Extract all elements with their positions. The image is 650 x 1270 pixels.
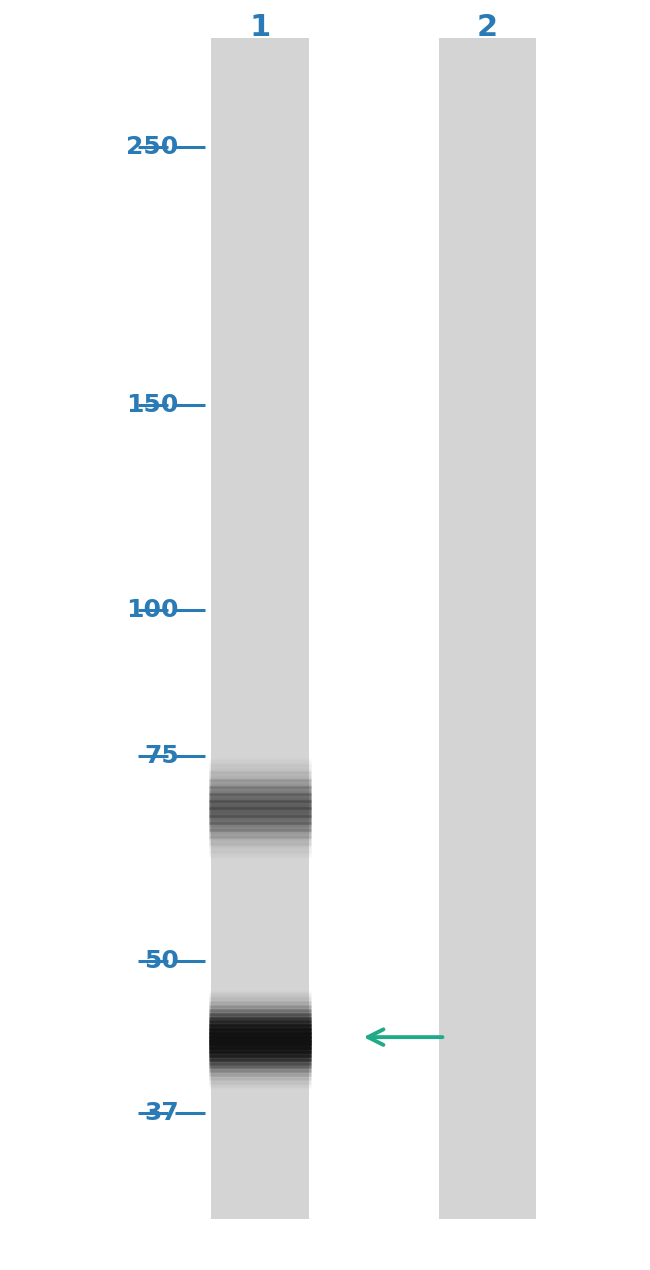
Text: 250: 250: [127, 135, 179, 159]
Text: 75: 75: [144, 744, 179, 768]
Text: 100: 100: [126, 598, 179, 622]
Bar: [211, 38, 309, 1219]
Text: 150: 150: [126, 394, 179, 418]
Text: 1: 1: [250, 14, 270, 42]
Bar: [439, 38, 536, 1219]
Text: 2: 2: [477, 14, 498, 42]
Text: 50: 50: [144, 949, 179, 973]
Text: 37: 37: [144, 1101, 179, 1125]
